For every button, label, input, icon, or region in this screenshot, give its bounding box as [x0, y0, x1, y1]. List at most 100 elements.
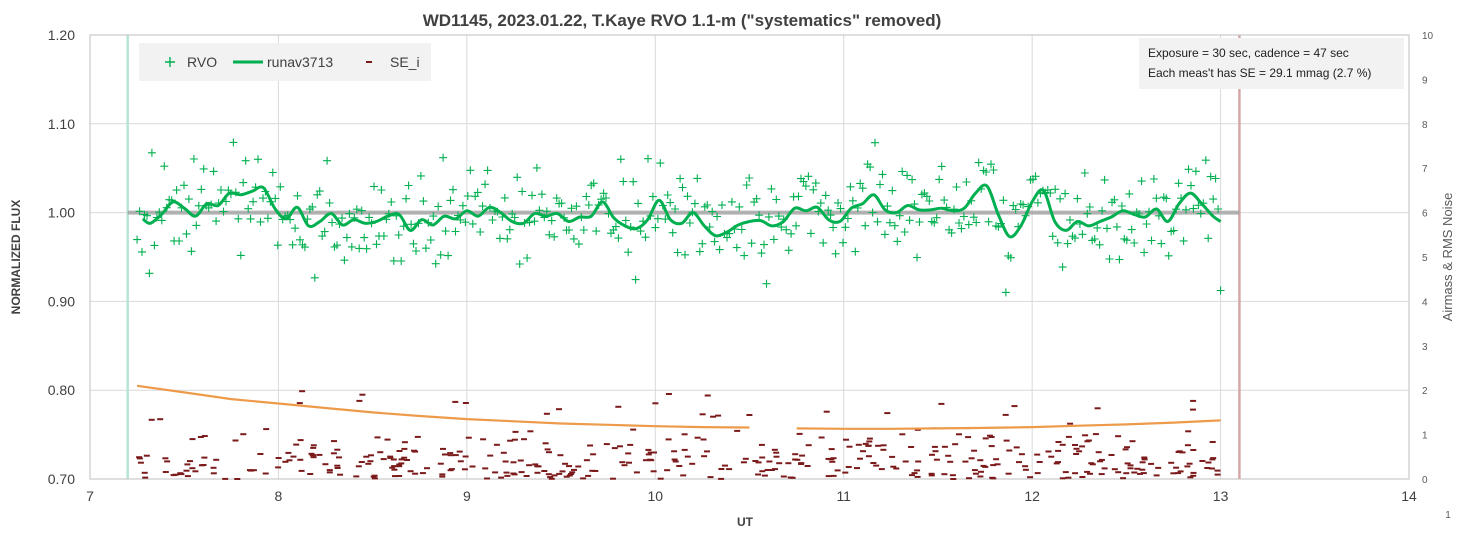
rvo-point — [1157, 239, 1166, 248]
y2-tick-label: 7 — [1422, 164, 1428, 175]
legend-item-rvo: RVO — [165, 54, 217, 70]
rvo-point — [370, 182, 378, 191]
rvo-point — [999, 196, 1008, 205]
rvo-point — [1093, 223, 1102, 232]
rvo-point — [458, 201, 467, 210]
rvo-point — [713, 212, 722, 221]
rvo-point — [964, 220, 973, 229]
annotation-box: Exposure = 30 sec, cadence = 47 sec Each… — [1139, 38, 1404, 89]
rvo-point — [742, 181, 751, 189]
rvo-point — [1053, 238, 1062, 247]
rvo-point — [1019, 200, 1028, 209]
rvo-point — [236, 251, 245, 260]
rvo-point — [676, 174, 685, 183]
legend: RVO runav3713 SE_i — [139, 43, 431, 81]
rvo-point — [439, 153, 448, 162]
rvo-point — [878, 170, 887, 179]
rvo-point — [397, 257, 406, 265]
legend-runav-label: runav3713 — [267, 54, 333, 70]
rvo-point — [530, 217, 539, 226]
rvo-point — [466, 166, 475, 175]
rvo-point — [908, 175, 917, 184]
rvo-point — [616, 155, 625, 164]
rvo-point — [1100, 175, 1109, 184]
rvo-point — [449, 185, 457, 194]
rvo-point — [1137, 177, 1146, 186]
rvo-point — [1179, 236, 1188, 245]
rvo-point — [868, 208, 877, 217]
rvo-point — [922, 192, 931, 201]
rvo-point — [1127, 225, 1136, 234]
rvo-point — [955, 219, 963, 227]
rvo-point — [755, 211, 764, 220]
annotation-line-2: Each meas't has SE = 29.1 mmag (2.7 %) — [1148, 66, 1371, 80]
rvo-point — [513, 173, 522, 182]
rvo-point — [792, 221, 801, 230]
rvo-point — [133, 235, 142, 244]
rvo-point — [903, 171, 912, 180]
rvo-point — [518, 187, 527, 196]
rvo-point — [745, 174, 754, 182]
rvo-point — [824, 206, 833, 215]
rvo-point — [718, 201, 726, 210]
rvo-point — [826, 211, 835, 220]
rvo-point — [234, 214, 243, 223]
rvo-point — [276, 182, 285, 191]
rvo-point — [219, 207, 228, 216]
rvo-point — [246, 214, 255, 223]
rvo-point — [468, 219, 477, 228]
rvo-point — [621, 216, 630, 225]
rvo-point — [355, 244, 364, 253]
rvo-point — [172, 186, 181, 195]
y2-tick-label: 6 — [1422, 209, 1428, 220]
y2-tick-label: 2 — [1422, 386, 1428, 397]
rvo-point — [809, 185, 818, 194]
rvo-point — [693, 174, 702, 183]
rvo-point — [175, 237, 184, 245]
rvo-point — [861, 221, 870, 230]
rvo-point — [974, 158, 983, 167]
rvo-point — [1078, 230, 1087, 239]
legend-item-se: SE_i — [366, 54, 420, 70]
rvo-point — [671, 205, 680, 213]
rvo-point — [189, 155, 198, 163]
rvo-point — [1080, 169, 1089, 177]
x-tick-label: 11 — [836, 488, 851, 504]
rvo-point — [523, 254, 532, 262]
rvo-point — [1056, 194, 1065, 203]
rvo-point — [668, 228, 677, 237]
rvo-point — [1130, 239, 1139, 247]
rvo-point — [1206, 172, 1215, 181]
rvo-point — [552, 194, 561, 203]
rvo-point — [495, 234, 504, 243]
rvo-point — [740, 251, 749, 260]
rvo-point — [429, 212, 438, 221]
rvo-point — [229, 138, 238, 147]
rvo-point — [244, 204, 253, 213]
rvo-point — [799, 177, 808, 186]
rvo-point — [856, 179, 865, 188]
rvo-point — [1140, 248, 1149, 257]
rvo-point — [678, 183, 687, 192]
rvo-point — [987, 160, 995, 169]
rvo-point — [952, 183, 961, 191]
y-tick-label: 0.90 — [48, 293, 75, 309]
annotation-background — [1139, 38, 1404, 89]
rvo-point — [935, 175, 944, 184]
rvo-point — [550, 232, 559, 241]
rvo-point — [915, 218, 924, 226]
y2-tick-label: 3 — [1422, 342, 1428, 353]
y-tick-label: 0.80 — [48, 382, 75, 398]
rvo-point — [1147, 236, 1156, 245]
axes: 7 8 9 10 11 12 13 140.700.800.901.001.101.20012… — [48, 27, 1434, 504]
rvo-point — [589, 179, 598, 188]
airmass-line — [796, 419, 1221, 430]
rvo-point — [1112, 222, 1121, 231]
x-tick-label: 12 — [1024, 488, 1040, 504]
rvo-point — [873, 217, 882, 226]
rvo-point — [325, 199, 334, 207]
rvo-point — [1216, 286, 1225, 295]
rvo-point — [412, 247, 420, 255]
rvo-point — [774, 212, 783, 221]
rvo-point — [584, 201, 593, 209]
